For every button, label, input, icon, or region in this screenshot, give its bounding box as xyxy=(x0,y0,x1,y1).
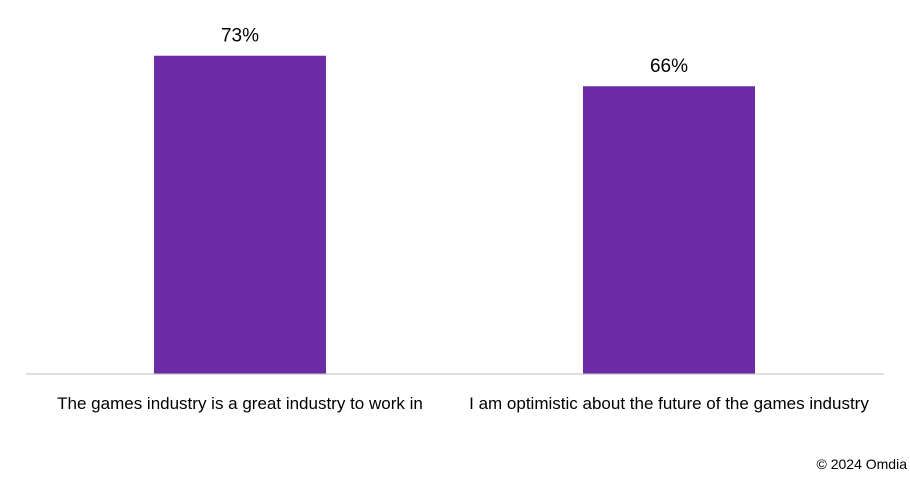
bars-group xyxy=(154,55,755,375)
category-labels-group: The games industry is a great industry t… xyxy=(57,394,869,413)
category-label-2: I am optimistic about the future of the … xyxy=(469,394,869,413)
category-label-1: The games industry is a great industry t… xyxy=(57,394,423,413)
bar-2 xyxy=(583,86,755,375)
copyright-text: © 2024 Omdia xyxy=(816,456,907,472)
value-labels-group: 73% 66% xyxy=(221,26,688,78)
value-label-2: 66% xyxy=(650,56,688,77)
bar-1 xyxy=(154,55,326,374)
value-label-1: 73% xyxy=(221,26,259,47)
